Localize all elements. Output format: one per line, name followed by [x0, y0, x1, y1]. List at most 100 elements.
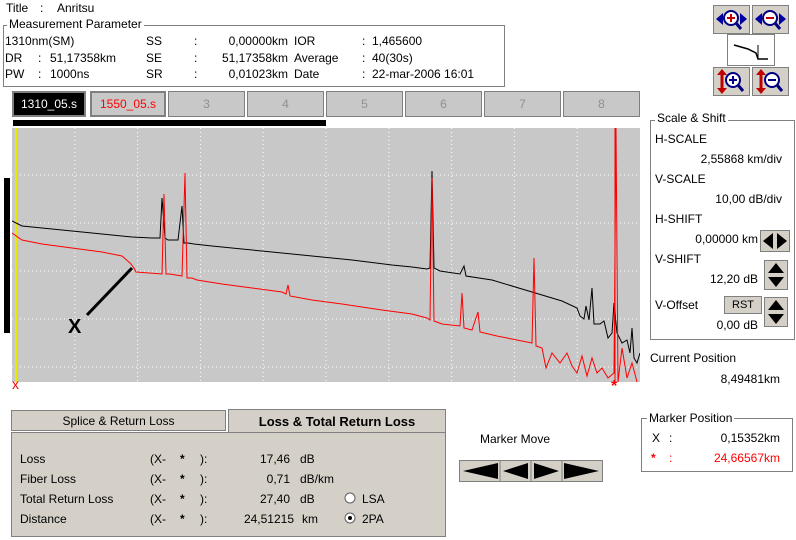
measurement-parameter-box [3, 25, 505, 87]
distance-unit: km [302, 512, 318, 526]
loss-label: Loss [20, 452, 46, 466]
left-right-arrows-icon [763, 233, 787, 249]
zoom-out-vertical-icon [756, 69, 784, 94]
total-return-loss-bracket: (X- [150, 492, 166, 506]
fiber-loss-bracket: (X- [150, 472, 166, 486]
fiber-loss-unit: dB/km [300, 472, 335, 486]
marker-move-control[interactable] [459, 460, 603, 482]
fiber-loss-star: * [180, 472, 185, 486]
graph-background [12, 128, 640, 382]
hshift-label: H-SHIFT [655, 212, 703, 226]
marker-x-value: 0,15352km [720, 431, 780, 445]
average-label: Average [294, 51, 339, 65]
hscale-value: 2,55868 km/div [700, 152, 782, 166]
up-down-arrows-icon [768, 300, 784, 324]
hshift-stepper[interactable] [760, 230, 790, 252]
fiber-loss-close: ): [200, 472, 208, 486]
pw-colon: : [38, 67, 42, 81]
tab-trace-2[interactable]: 1550_05.s [90, 91, 166, 117]
tab-trace-5[interactable]: 5 [326, 91, 403, 117]
zoom-in-vertical-button[interactable] [713, 67, 750, 96]
total-return-loss-value: 27,40 [259, 492, 290, 506]
loss-close: ): [200, 452, 208, 466]
horizontal-scrollbar[interactable] [13, 120, 326, 126]
zoom-in-horizontal-button[interactable] [713, 5, 750, 34]
se-value: 51,17358km [221, 51, 288, 65]
date-label: Date [294, 67, 320, 81]
ss-value: 0,00000km [228, 34, 288, 48]
voffset-value: 0,00 dB [716, 318, 758, 332]
voffset-stepper[interactable] [764, 297, 788, 327]
ss-colon: : [194, 34, 198, 48]
dr-colon: : [38, 51, 42, 65]
measurement-parameter-legend: Measurement Parameter [7, 17, 144, 31]
fit-trace-button[interactable] [727, 34, 775, 66]
marker-star-glyph: * [611, 378, 618, 395]
hshift-value: 0,00000 km [695, 232, 758, 246]
tab-trace-8[interactable]: 8 [563, 91, 640, 117]
average-value: 40(30s) [372, 51, 413, 65]
sr-label: SR [146, 67, 163, 81]
pw-value: 1000ns [50, 67, 90, 81]
graph-grid [12, 128, 640, 382]
2pa-radio[interactable] [344, 512, 356, 524]
trace-fit-icon [733, 44, 768, 60]
total-return-loss-star: * [180, 492, 185, 506]
lsa-radio-label: LSA [362, 492, 385, 506]
vertical-scrollbar[interactable] [4, 178, 10, 333]
distance-close: ): [200, 512, 208, 526]
zoom-in-vertical-icon [717, 69, 745, 94]
tab-trace-7[interactable]: 7 [484, 91, 561, 117]
vscale-label: V-SCALE [655, 172, 706, 186]
ior-label: IOR [294, 34, 316, 48]
loss-unit: dB [300, 452, 315, 466]
wavelength-value: 1310nm(SM) [5, 34, 75, 48]
voffset-label: V-Offset [655, 298, 699, 312]
fiber-loss-value: 0,71 [266, 472, 290, 486]
zoom-out-horizontal-icon [755, 10, 786, 30]
tab-trace-3[interactable]: 3 [168, 91, 245, 117]
total-return-loss-label: Total Return Loss [20, 492, 114, 506]
distance-label: Distance [20, 512, 67, 526]
marker-position-legend: Marker Position [647, 411, 735, 425]
distance-value: 24,51215 [243, 512, 294, 526]
lsa-radio[interactable] [344, 492, 356, 504]
total-return-loss-close: ): [200, 492, 208, 506]
zoom-out-vertical-button[interactable] [752, 67, 789, 96]
hscale-label: H-SCALE [655, 132, 708, 146]
vscale-value: 10,00 dB/div [715, 192, 782, 206]
tab-trace-6[interactable]: 6 [405, 91, 482, 117]
vshift-stepper[interactable] [764, 260, 788, 290]
sr-colon: : [194, 67, 198, 81]
loss-bracket: (X- [150, 452, 166, 466]
marker-star-label: * [651, 451, 656, 465]
otdr-trace-graph[interactable]: X [12, 128, 640, 382]
dr-value: 51,17358km [50, 51, 117, 65]
scale-shift-legend: Scale & Shift [655, 111, 728, 125]
tab-trace-1[interactable]: 1310_05.s [12, 91, 86, 117]
total-return-loss-unit: dB [300, 492, 315, 506]
marker-x-colon: : [669, 431, 673, 445]
current-position-label: Current Position [650, 351, 737, 365]
zoom-out-horizontal-button[interactable] [752, 5, 789, 34]
current-position-value: 8,49481km [720, 372, 780, 386]
tab-loss-total-return-loss[interactable]: Loss & Total Return Loss [228, 409, 446, 433]
marker-move-label: Marker Move [480, 432, 551, 446]
loss-star: * [180, 452, 185, 466]
vshift-label: V-SHIFT [655, 252, 702, 266]
marker-x-glyph: x [12, 376, 19, 392]
tab-trace-4[interactable]: 4 [247, 91, 324, 117]
ss-label: SS [146, 34, 163, 48]
dr-label: DR [5, 51, 23, 65]
tab-splice-return-loss[interactable]: Splice & Return Loss [11, 410, 226, 431]
fiber-loss-label: Fiber Loss [20, 472, 77, 486]
se-label: SE [146, 51, 163, 65]
distance-star: * [180, 512, 185, 526]
ior-colon: : [362, 34, 366, 48]
title-label: Title [6, 1, 29, 15]
rst-button[interactable]: RST [724, 296, 762, 314]
marker-star-value: 24,66567km [713, 451, 780, 465]
annotation-x-label: X [68, 316, 82, 338]
marker-move-arrows-icon [463, 461, 599, 481]
2pa-radio-label: 2PA [362, 512, 384, 526]
